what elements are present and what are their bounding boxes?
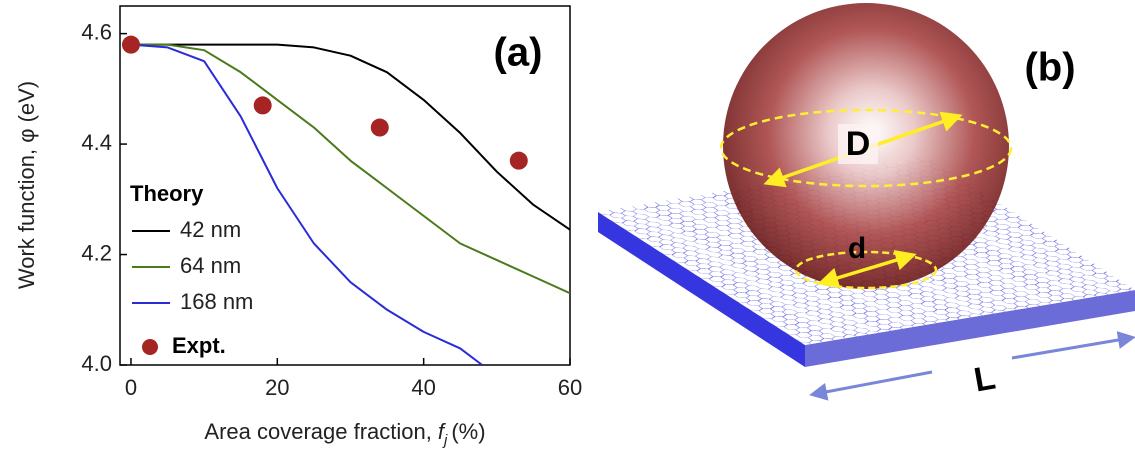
legend-label: 64 nm <box>180 253 241 278</box>
legend-label: 42 nm <box>180 217 241 242</box>
figure: D d L (b) (a) Work function, φ (eV) Area… <box>0 0 1135 457</box>
expt-point <box>371 119 389 137</box>
legend-label: Expt. <box>172 333 226 358</box>
y-tick-label: 4.2 <box>81 240 112 265</box>
panel-label: (b) <box>1024 46 1075 90</box>
legend-title: Theory <box>130 181 204 206</box>
legend-label: 168 nm <box>180 289 253 314</box>
x-tick-label: 60 <box>558 375 582 400</box>
chart: (a) Work function, φ (eV) Area coverage … <box>14 6 582 449</box>
y-tick-label: 4.6 <box>81 19 112 44</box>
l-arrow-right <box>1012 338 1130 358</box>
diagram: D d L (b) <box>598 3 1135 400</box>
legend-marker <box>142 339 158 355</box>
x-tick-label: 40 <box>411 375 435 400</box>
x-axis-label: Area coverage fraction,fj(%) <box>204 419 485 449</box>
x-tick-label: 20 <box>265 375 289 400</box>
contact-label: d <box>848 232 866 265</box>
expt-point <box>122 36 140 54</box>
y-axis-label: Work function, φ (eV) <box>14 81 39 289</box>
l-arrow-left <box>815 372 932 394</box>
expt-point <box>510 152 528 170</box>
page: D d L (b) (a) Work function, φ (eV) Area… <box>0 0 1135 457</box>
x-label-text: Area coverage fraction, <box>204 419 431 444</box>
x-tick-label: 0 <box>125 375 137 400</box>
sphere-label: D <box>846 125 871 163</box>
panel-label: (a) <box>494 31 543 75</box>
x-label-unit: (%) <box>451 419 485 444</box>
y-tick-label: 4.4 <box>81 130 112 155</box>
expt-point <box>254 96 272 114</box>
lattice-label: L <box>971 358 998 399</box>
y-tick-label: 4.0 <box>81 351 112 376</box>
